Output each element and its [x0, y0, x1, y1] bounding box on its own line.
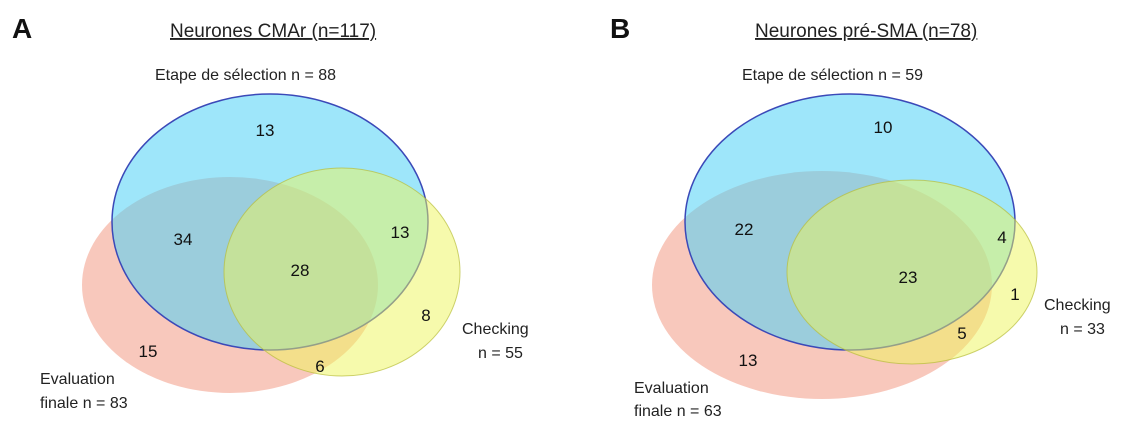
panel-a-count-all-three: 28 [291, 261, 310, 280]
panel-b-count-checking-only: 1 [1010, 285, 1019, 304]
panel-b-count-etape-only: 10 [874, 118, 893, 137]
panel-b-checking-outline [786, 179, 1038, 365]
panel-b-checking-label-2: n = 33 [1060, 321, 1105, 338]
panel-b-checking-label-1: Checking [1044, 297, 1111, 314]
panel-b-count-etape-checking: 4 [997, 228, 1006, 247]
panel-b-letter: B [610, 13, 630, 44]
panel-b: B Neurones pré-SMA (n=78) Etape de sélec… [610, 13, 1111, 420]
panel-a-count-etape-checking: 13 [391, 223, 410, 242]
panel-b-title: Neurones pré-SMA (n=78) [755, 21, 977, 42]
panel-b-evaluation-label-1: Evaluation [634, 380, 709, 397]
panel-a-letter: A [12, 13, 32, 44]
panel-a-etape-label: Etape de sélection n = 88 [155, 67, 336, 84]
panel-a-count-etape-evaluation: 34 [174, 230, 193, 249]
panel-a-count-evaluation-checking: 6 [315, 357, 324, 376]
panel-b-etape-label: Etape de sélection n = 59 [742, 67, 923, 84]
panel-a-count-evaluation-only: 15 [139, 342, 158, 361]
panel-a-evaluation-label-1: Evaluation [40, 371, 115, 388]
panel-a: A Neurones CMAr (n=117) Etape de sélecti… [12, 13, 529, 412]
panel-a-checking-label-2: n = 55 [478, 345, 523, 362]
panel-a-checking-label-1: Checking [462, 321, 529, 338]
panel-a-count-checking-only: 8 [421, 306, 430, 325]
panel-b-checking-set [787, 180, 1037, 364]
panel-a-count-etape-only: 13 [256, 121, 275, 140]
panel-b-count-etape-evaluation: 22 [735, 220, 754, 239]
panel-a-checking-set [224, 168, 460, 376]
panel-b-evaluation-label-2: finale n = 63 [634, 403, 722, 420]
panel-b-count-evaluation-checking: 5 [957, 324, 966, 343]
panel-a-title: Neurones CMAr (n=117) [170, 21, 376, 42]
panel-a-evaluation-label-2: finale n = 83 [40, 395, 128, 412]
panel-b-count-all-three: 23 [899, 268, 918, 287]
panel-a-checking-outline [223, 167, 461, 377]
panel-b-count-evaluation-only: 13 [739, 351, 758, 370]
